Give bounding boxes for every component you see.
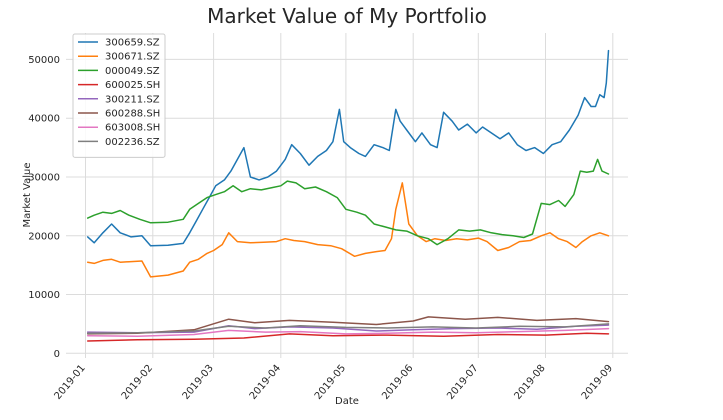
series-line-002236-sz (86, 323, 610, 335)
series-line-000049-sz (86, 158, 610, 246)
x-tick-label: 2019-02 (120, 363, 155, 402)
legend-label: 000049.SZ (105, 66, 160, 77)
series-lines (86, 49, 610, 342)
series-line-600025-sh (86, 332, 610, 342)
y-tick-label: 0 (54, 349, 60, 360)
legend-label: 300671.SZ (105, 52, 160, 63)
series-line-300671-sz (86, 182, 610, 278)
series-line-300211-sz (86, 324, 610, 334)
y-tick-label: 10000 (28, 290, 60, 301)
y-tick-label: 40000 (28, 114, 60, 125)
legend: 300659.SZ 300671.SZ 000049.SZ 600025.SH 3002… (72, 33, 166, 158)
legend-label: 300211.SZ (105, 94, 160, 105)
y-tick-label: 20000 (28, 231, 60, 242)
chart-title: Market Value of My Portfolio (207, 4, 487, 28)
x-tick-label: 2019-03 (181, 363, 216, 402)
series-line-300659-sz (86, 49, 610, 247)
series-line-603008-sh (86, 327, 610, 338)
y-tick-label: 50000 (28, 55, 60, 66)
legend-label: 002236.SZ (105, 137, 160, 148)
legend-label: 600288.SH (105, 109, 160, 120)
x-axis-label: Date (335, 396, 359, 407)
y-axis-label: Market Value (22, 162, 33, 227)
y-tick-label: 30000 (28, 173, 60, 184)
series-line-600288-sh (86, 316, 610, 335)
x-tick-label: 2019-06 (380, 363, 415, 402)
legend-label: 603008.SH (105, 123, 160, 134)
grid (66, 33, 628, 358)
x-tick-label: 2019-07 (445, 363, 480, 402)
legend-label: 300659.SZ (105, 38, 160, 49)
x-tick-label: 2019-01 (53, 363, 88, 402)
x-tick-label: 2019-04 (248, 363, 283, 402)
x-tick-label: 2019-08 (513, 363, 548, 402)
legend-label: 600025.SH (105, 80, 160, 91)
x-tick-label: 2019-09 (580, 363, 615, 402)
